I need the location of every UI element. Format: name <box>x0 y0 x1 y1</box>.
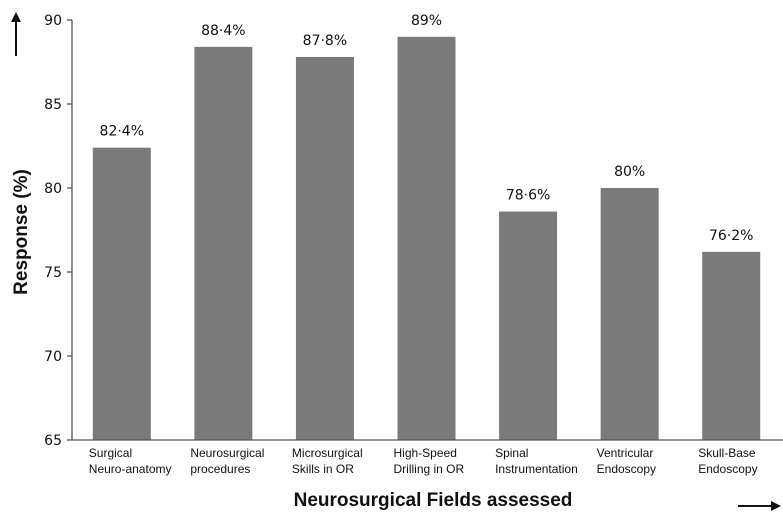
bar <box>702 251 761 440</box>
y-axis-ticks: 65 70 75 80 85 90 <box>44 13 72 449</box>
y-tick-label: 90 <box>44 13 62 29</box>
x-tick-label-line: Drilling in OR <box>394 462 465 476</box>
x-tick-label-line: Microsurgical <box>292 446 363 460</box>
bar <box>295 56 354 441</box>
data-label: 78·6% <box>506 188 550 204</box>
x-tick-label-line: Endoscopy <box>597 462 656 476</box>
x-tick-label: Spinal Instrumentation <box>495 446 578 476</box>
data-labels: 82·4% 88·4% 87·8% 89% 78·6% 80% 76·2% <box>100 13 754 244</box>
x-tick-label: Surgical Neuro-anatomy <box>89 446 172 476</box>
y-tick-label: 80 <box>44 181 62 197</box>
bar <box>397 36 456 441</box>
bar <box>194 46 253 440</box>
data-label: 88·4% <box>201 23 245 39</box>
x-axis-title: Neurosurgical Fields assessed <box>294 490 573 511</box>
x-tick-label-line: Ventricular <box>597 446 654 460</box>
x-tick-label: Neurosurgical procedures <box>190 446 264 476</box>
x-tick-label-line: Endoscopy <box>698 462 757 476</box>
x-tick-label-line: Spinal <box>495 446 528 460</box>
x-tick-label-line: Neurosurgical <box>190 446 264 460</box>
data-label: 82·4% <box>100 124 144 140</box>
x-tick-label-line: Skull-Base <box>698 446 756 460</box>
data-label: 76·2% <box>709 228 753 244</box>
data-label: 89% <box>411 13 442 29</box>
x-tick-label-line: Surgical <box>89 446 132 460</box>
bar <box>499 211 558 440</box>
y-tick-label: 85 <box>44 97 62 113</box>
y-tick-label: 65 <box>44 433 62 449</box>
x-tick-label: Skull-Base Endoscopy <box>698 446 757 476</box>
x-tick-label-line: procedures <box>190 462 250 476</box>
x-tick-label-line: Instrumentation <box>495 462 578 476</box>
y-tick-label: 70 <box>44 349 62 365</box>
y-tick-label: 75 <box>44 265 62 281</box>
x-tick-label-line: Neuro-anatomy <box>89 462 172 476</box>
bars <box>92 36 761 441</box>
x-tick-label: Ventricular Endoscopy <box>597 446 656 476</box>
x-tick-label-line: Skills in OR <box>292 462 354 476</box>
category-labels: Surgical Neuro-anatomy Neurosurgical proced… <box>89 446 758 476</box>
x-tick-label: Microsurgical Skills in OR <box>292 446 363 476</box>
bar <box>600 188 659 440</box>
bar <box>92 147 151 440</box>
data-label: 80% <box>614 164 645 180</box>
x-tick-label: High-Speed Drilling in OR <box>394 446 465 476</box>
x-tick-label-line: High-Speed <box>394 446 457 460</box>
data-label: 87·8% <box>303 33 347 49</box>
y-axis-title: Response (%) <box>11 169 32 295</box>
